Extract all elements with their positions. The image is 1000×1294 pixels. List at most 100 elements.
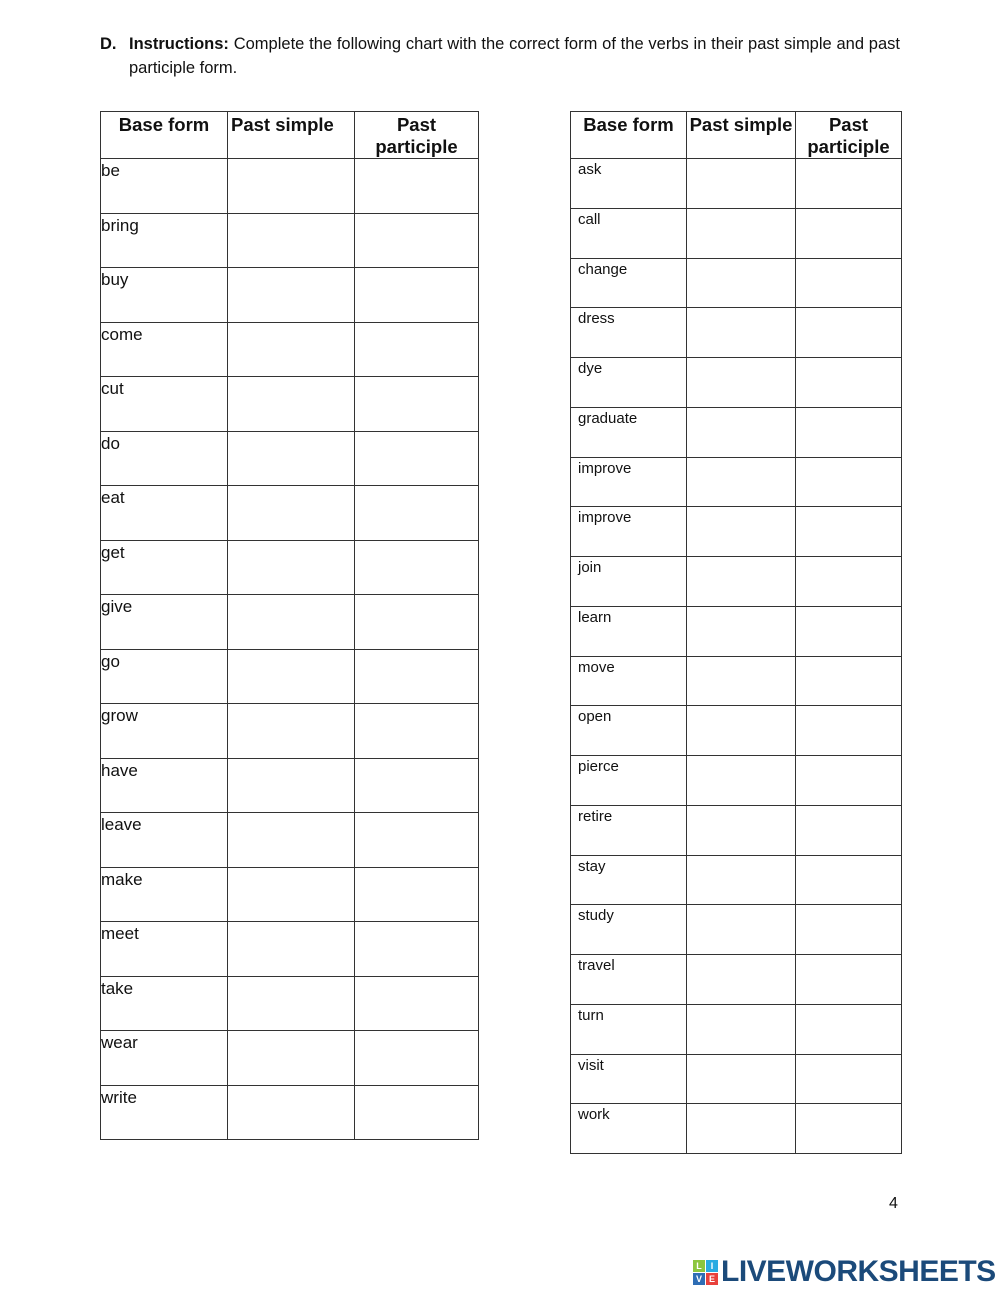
past-simple-cell — [686, 1103, 796, 1154]
past-simple-input[interactable] — [687, 1004, 795, 1054]
past-participle-input[interactable] — [355, 867, 478, 921]
past-simple-input[interactable] — [228, 867, 354, 921]
table-row: stay — [570, 854, 902, 906]
past-participle-input[interactable] — [355, 704, 478, 758]
past-simple-input[interactable] — [228, 486, 354, 540]
past-simple-input[interactable] — [687, 208, 795, 258]
past-simple-input[interactable] — [228, 322, 354, 376]
past-simple-input[interactable] — [687, 706, 795, 755]
past-simple-input[interactable] — [687, 457, 795, 507]
past-simple-cell — [227, 594, 355, 650]
past-simple-input[interactable] — [228, 1085, 354, 1139]
past-participle-input[interactable] — [796, 258, 901, 308]
table-row: cut — [100, 376, 479, 432]
past-participle-input[interactable] — [796, 805, 901, 855]
past-simple-input[interactable] — [687, 855, 795, 905]
past-simple-input[interactable] — [687, 358, 795, 407]
past-simple-input[interactable] — [228, 213, 354, 267]
past-participle-input[interactable] — [796, 1054, 901, 1104]
past-participle-input[interactable] — [355, 486, 478, 540]
past-simple-input[interactable] — [228, 976, 354, 1030]
past-participle-input[interactable] — [796, 606, 901, 656]
past-simple-cell — [227, 376, 355, 432]
past-simple-input[interactable] — [228, 813, 354, 867]
table-row: open — [570, 705, 902, 756]
table-row: retire — [570, 804, 902, 856]
base-form-cell: retire — [570, 804, 687, 856]
base-form-cell: stay — [570, 854, 687, 906]
past-participle-input[interactable] — [355, 431, 478, 485]
past-simple-cell — [227, 321, 355, 377]
past-simple-input[interactable] — [687, 308, 795, 357]
past-participle-input[interactable] — [796, 507, 901, 556]
past-participle-input[interactable] — [796, 407, 901, 457]
past-participle-input[interactable] — [796, 457, 901, 507]
past-simple-input[interactable] — [687, 905, 795, 954]
past-simple-input[interactable] — [228, 431, 354, 485]
past-simple-input[interactable] — [687, 159, 795, 208]
past-participle-input[interactable] — [355, 159, 478, 213]
past-participle-input[interactable] — [796, 955, 901, 1004]
past-simple-input[interactable] — [687, 258, 795, 308]
table-row: improve — [570, 456, 902, 508]
past-participle-input[interactable] — [796, 855, 901, 905]
past-participle-input[interactable] — [796, 905, 901, 954]
past-participle-input[interactable] — [355, 540, 478, 594]
past-simple-cell — [227, 212, 355, 268]
past-simple-input[interactable] — [228, 758, 354, 812]
past-simple-input[interactable] — [687, 756, 795, 805]
past-simple-input[interactable] — [687, 606, 795, 656]
past-simple-input[interactable] — [228, 595, 354, 649]
past-participle-input[interactable] — [355, 758, 478, 812]
past-participle-input[interactable] — [796, 656, 901, 706]
past-simple-input[interactable] — [228, 922, 354, 976]
past-simple-input[interactable] — [687, 955, 795, 1004]
past-participle-input[interactable] — [796, 557, 901, 606]
past-participle-input[interactable] — [355, 595, 478, 649]
past-participle-input[interactable] — [355, 322, 478, 376]
past-participle-input[interactable] — [796, 706, 901, 755]
past-participle-input[interactable] — [796, 208, 901, 258]
past-participle-input[interactable] — [355, 649, 478, 703]
table-row: bring — [100, 212, 479, 268]
past-participle-input[interactable] — [355, 377, 478, 431]
past-simple-input[interactable] — [687, 1104, 795, 1153]
past-participle-cell — [795, 804, 902, 856]
past-simple-input[interactable] — [687, 407, 795, 457]
past-participle-input[interactable] — [796, 756, 901, 805]
past-simple-input[interactable] — [687, 656, 795, 706]
past-participle-input[interactable] — [796, 159, 901, 208]
past-participle-input[interactable] — [796, 1104, 901, 1153]
past-participle-input[interactable] — [355, 813, 478, 867]
past-participle-input[interactable] — [355, 976, 478, 1030]
past-simple-input[interactable] — [228, 268, 354, 322]
past-participle-cell — [354, 267, 479, 323]
base-form-cell: call — [570, 207, 687, 259]
past-participle-cell — [795, 1103, 902, 1154]
past-participle-input[interactable] — [355, 922, 478, 976]
past-simple-cell — [686, 556, 796, 607]
past-simple-input[interactable] — [228, 649, 354, 703]
past-simple-cell — [686, 605, 796, 657]
past-simple-input[interactable] — [228, 540, 354, 594]
past-participle-input[interactable] — [355, 213, 478, 267]
past-participle-input[interactable] — [796, 358, 901, 407]
past-participle-input[interactable] — [796, 308, 901, 357]
past-simple-input[interactable] — [687, 805, 795, 855]
past-simple-input[interactable] — [228, 377, 354, 431]
past-participle-input[interactable] — [796, 1004, 901, 1054]
base-form-cell: change — [570, 257, 687, 309]
past-simple-input[interactable] — [228, 1031, 354, 1085]
past-participle-input[interactable] — [355, 1031, 478, 1085]
past-simple-input[interactable] — [687, 1054, 795, 1104]
past-simple-input[interactable] — [228, 159, 354, 213]
table-row: join — [570, 556, 902, 607]
base-form-cell: improve — [570, 456, 687, 508]
past-participle-input[interactable] — [355, 1085, 478, 1139]
past-simple-input[interactable] — [687, 507, 795, 556]
past-simple-input[interactable] — [228, 704, 354, 758]
past-simple-input[interactable] — [687, 557, 795, 606]
past-participle-input[interactable] — [355, 268, 478, 322]
table-row: give — [100, 594, 479, 650]
past-simple-cell — [686, 158, 796, 209]
